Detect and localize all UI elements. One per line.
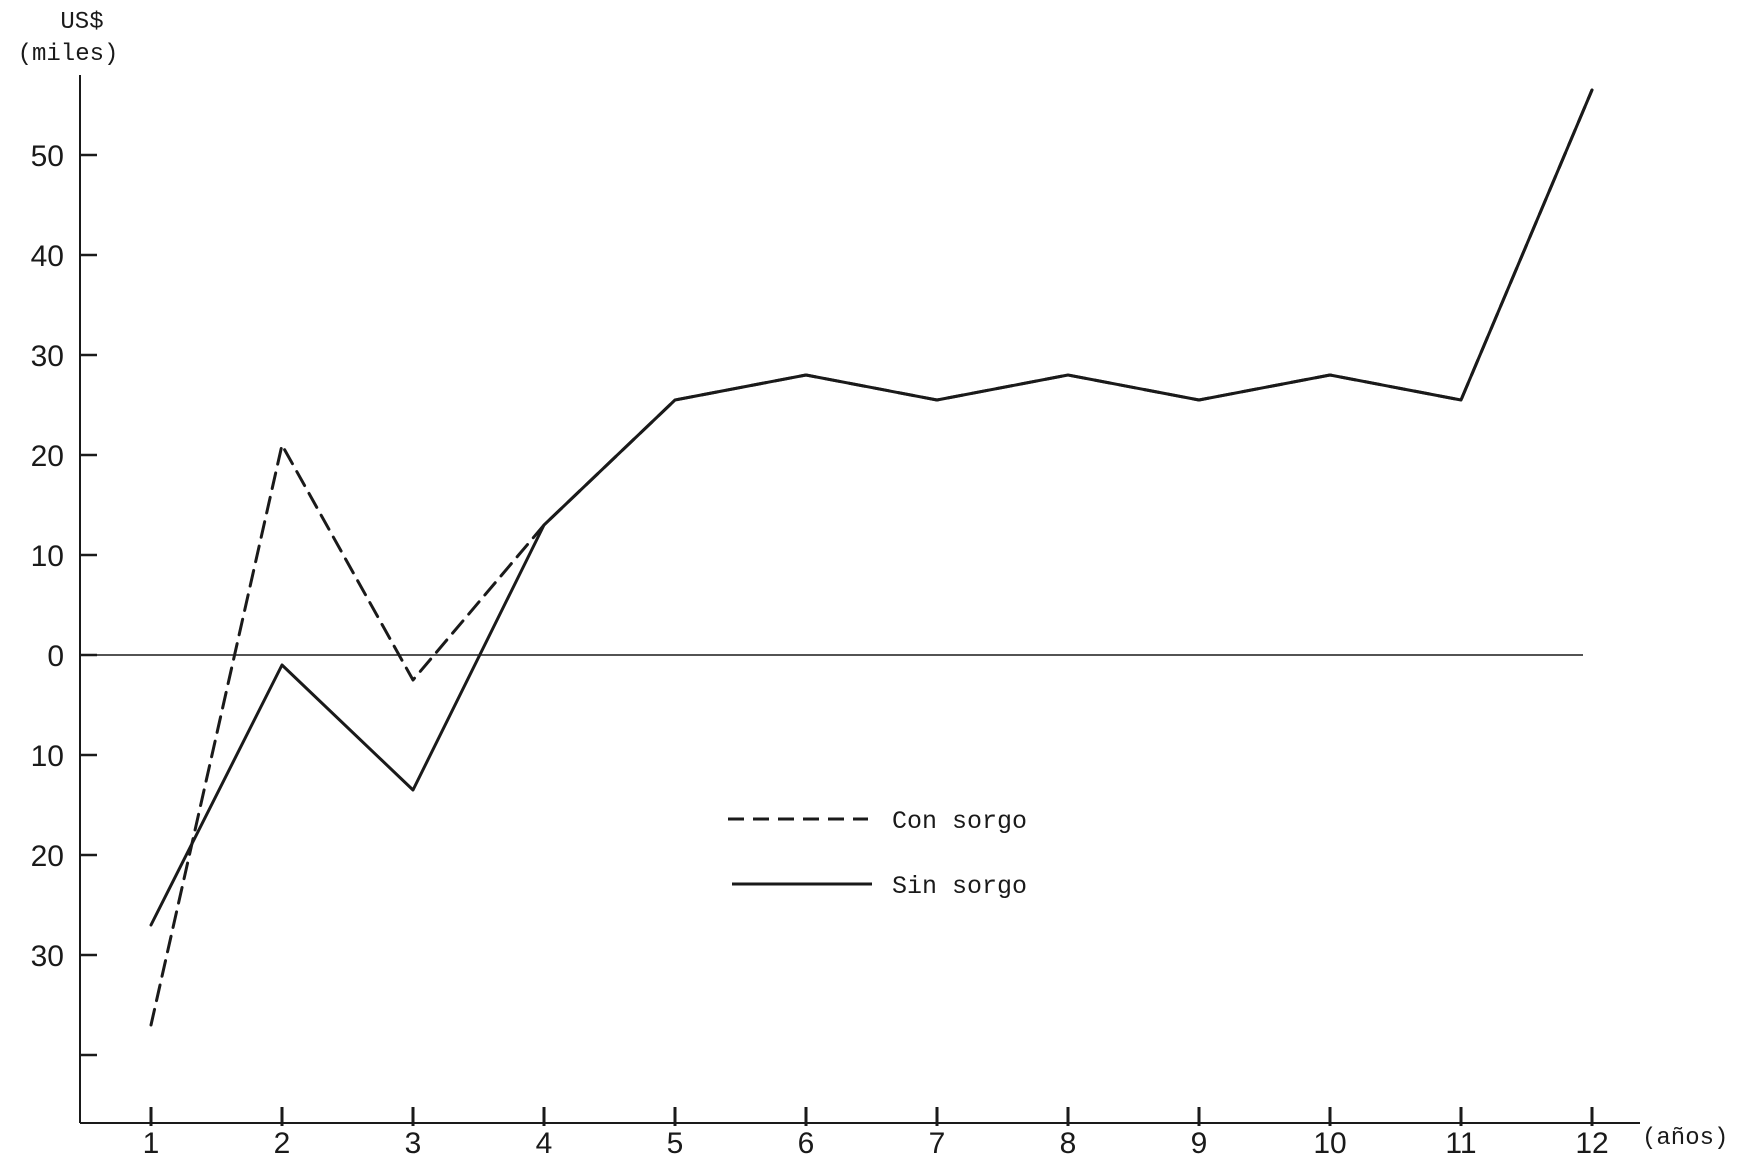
y-tick-label: 10 (31, 540, 64, 573)
y-tick-label: 30 (31, 940, 64, 973)
y-axis-title-line1: US$ (60, 9, 103, 36)
x-tick-label: 8 (1060, 1127, 1077, 1157)
y-tick-label: 20 (31, 840, 64, 873)
y-tick-label: 30 (31, 340, 64, 373)
series-line-sin-sorgo (149, 88, 1594, 927)
legend-label-sin-sorgo: Sin sorgo (892, 872, 1027, 901)
x-tick-label: 12 (1575, 1127, 1608, 1157)
x-tick-label: 10 (1313, 1127, 1346, 1157)
x-ticks: 1 2 3 4 5 6 7 8 9 10 11 12 (143, 1107, 1609, 1157)
x-axis-title: (años) (1642, 1125, 1728, 1152)
x-tick-label: 5 (667, 1127, 684, 1157)
series-layer (149, 88, 1594, 1027)
axes (79, 75, 1640, 1124)
x-tick-label: 11 (1445, 1127, 1476, 1157)
x-tick-label: 1 (143, 1127, 160, 1157)
x-tick-label: 9 (1191, 1127, 1208, 1157)
y-tick-label: 20 (31, 440, 64, 473)
y-ticks: 50 40 30 20 10 0 10 20 30 (31, 140, 97, 1057)
x-tick-label: 2 (274, 1127, 291, 1157)
x-tick-label: 3 (405, 1127, 422, 1157)
legend: Con sorgo Sin sorgo (728, 807, 1027, 901)
x-tick-label: 7 (929, 1127, 946, 1157)
y-tick-label: 10 (31, 740, 64, 773)
y-tick-label: 0 (47, 640, 64, 673)
x-tick-label: 6 (798, 1127, 815, 1157)
legend-label-con-sorgo: Con sorgo (892, 807, 1027, 836)
y-axis-title-line2: (miles) (18, 41, 119, 68)
y-tick-label: 50 (31, 140, 64, 173)
x-tick-label: 4 (536, 1127, 553, 1157)
y-tick-label: 40 (31, 240, 64, 273)
